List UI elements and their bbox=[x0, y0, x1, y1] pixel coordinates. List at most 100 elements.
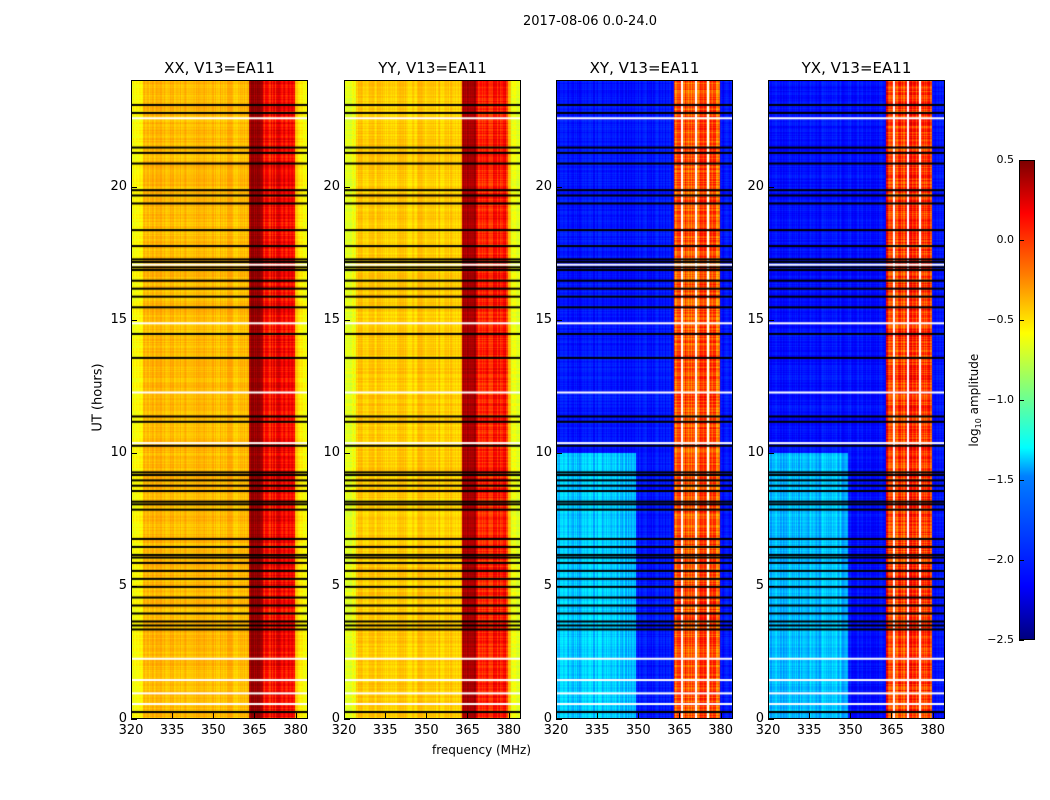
y-tick-label: 15 bbox=[110, 311, 127, 327]
x-tick-mark bbox=[131, 713, 132, 719]
y-tick-mark bbox=[556, 585, 562, 587]
colorbar-tick-label: 0.5 bbox=[996, 153, 1015, 166]
figure-title: 2017-08-06 0.0-24.0 bbox=[523, 14, 657, 29]
y-tick-label: 15 bbox=[535, 311, 552, 327]
x-tick-label: 350 bbox=[200, 723, 226, 738]
y-tick-mark bbox=[768, 452, 774, 454]
x-tick-mark bbox=[213, 713, 215, 719]
x-tick-label: 320 bbox=[118, 723, 144, 738]
y-tick-mark bbox=[131, 719, 137, 720]
y-tick-mark bbox=[768, 186, 774, 188]
x-tick-label: 320 bbox=[755, 723, 781, 738]
y-tick-label: 5 bbox=[755, 577, 764, 593]
colorbar-tick-label: 0.0 bbox=[996, 233, 1015, 246]
y-tick-mark bbox=[344, 585, 350, 587]
heatmap-panel bbox=[556, 80, 733, 719]
colorbar-tick-label: −2.0 bbox=[987, 553, 1014, 566]
colorbar-tick-mark bbox=[1019, 560, 1024, 561]
y-tick-mark bbox=[344, 319, 350, 321]
y-tick-label: 20 bbox=[747, 178, 764, 194]
x-tick-mark bbox=[768, 713, 769, 719]
heatmap-panel bbox=[131, 80, 308, 719]
panel-title: XY, V13=EA11 bbox=[589, 59, 700, 77]
heatmap-panel bbox=[344, 80, 521, 719]
x-tick-label: 350 bbox=[625, 723, 651, 738]
x-tick-mark bbox=[679, 713, 681, 719]
colorbar-tick-mark bbox=[1019, 320, 1024, 321]
x-tick-mark bbox=[385, 713, 387, 719]
x-tick-mark bbox=[809, 713, 811, 719]
x-tick-label: 320 bbox=[543, 723, 569, 738]
y-axis-label: UT (hours) bbox=[90, 363, 106, 432]
x-tick-mark bbox=[850, 713, 852, 719]
x-tick-label: 335 bbox=[372, 723, 398, 738]
y-tick-label: 15 bbox=[323, 311, 340, 327]
x-tick-label: 365 bbox=[455, 723, 480, 738]
x-tick-mark bbox=[508, 713, 510, 719]
y-tick-label: 20 bbox=[323, 178, 340, 194]
x-tick-mark bbox=[556, 713, 557, 719]
x-tick-label: 380 bbox=[283, 723, 309, 738]
x-tick-mark bbox=[172, 713, 174, 719]
y-tick-label: 0 bbox=[118, 711, 127, 726]
heatmap-panel bbox=[768, 80, 945, 719]
y-tick-mark bbox=[344, 719, 350, 720]
y-tick-label: 10 bbox=[323, 444, 340, 460]
y-tick-mark bbox=[768, 719, 774, 720]
x-tick-label: 365 bbox=[242, 723, 267, 738]
y-tick-label: 5 bbox=[118, 577, 127, 593]
x-tick-label: 335 bbox=[159, 723, 185, 738]
x-tick-mark bbox=[467, 713, 469, 719]
x-tick-label: 350 bbox=[413, 723, 439, 738]
colorbar-tick-label: −0.5 bbox=[987, 313, 1014, 326]
x-tick-label: 335 bbox=[796, 723, 822, 738]
colorbar-tick-mark bbox=[1019, 640, 1024, 641]
x-tick-label: 380 bbox=[496, 723, 522, 738]
y-tick-mark bbox=[556, 319, 562, 321]
y-tick-mark bbox=[344, 452, 350, 454]
y-tick-mark bbox=[131, 585, 137, 587]
colorbar-tick-mark bbox=[1019, 480, 1024, 481]
y-tick-label: 15 bbox=[747, 311, 764, 327]
y-tick-mark bbox=[131, 452, 137, 454]
y-tick-label: 5 bbox=[331, 577, 340, 593]
y-tick-label: 0 bbox=[543, 711, 552, 726]
x-tick-label: 380 bbox=[708, 723, 734, 738]
colorbar-tick-label: −1.0 bbox=[987, 393, 1014, 406]
x-tick-mark bbox=[254, 713, 256, 719]
y-tick-mark bbox=[556, 186, 562, 188]
colorbar-tick-label: −1.5 bbox=[987, 473, 1014, 486]
x-tick-mark bbox=[344, 713, 345, 719]
y-tick-label: 20 bbox=[110, 178, 127, 194]
panel-title: YY, V13=EA11 bbox=[378, 59, 487, 77]
x-tick-label: 365 bbox=[667, 723, 692, 738]
y-tick-mark bbox=[344, 186, 350, 188]
x-tick-label: 350 bbox=[837, 723, 863, 738]
colorbar-tick-mark bbox=[1019, 160, 1024, 161]
x-tick-label: 335 bbox=[584, 723, 610, 738]
colorbar-tick-mark bbox=[1019, 240, 1024, 241]
x-tick-mark bbox=[638, 713, 640, 719]
x-tick-label: 380 bbox=[920, 723, 946, 738]
heatmap-cells bbox=[557, 81, 732, 718]
heatmap-cells bbox=[345, 81, 520, 718]
y-tick-label: 20 bbox=[535, 178, 552, 194]
y-tick-mark bbox=[556, 452, 562, 454]
y-tick-mark bbox=[768, 585, 774, 587]
panel-title: XX, V13=EA11 bbox=[164, 59, 275, 77]
x-tick-mark bbox=[932, 713, 934, 719]
panel-title: YX, V13=EA11 bbox=[801, 59, 912, 77]
colorbar-label: log10 amplitude bbox=[966, 353, 984, 447]
x-tick-mark bbox=[295, 713, 297, 719]
x-tick-label: 320 bbox=[331, 723, 357, 738]
heatmap-cells bbox=[132, 81, 307, 718]
y-tick-label: 10 bbox=[747, 444, 764, 460]
y-tick-mark bbox=[131, 319, 137, 321]
y-tick-label: 0 bbox=[755, 711, 764, 726]
y-tick-mark bbox=[768, 319, 774, 321]
x-tick-mark bbox=[426, 713, 428, 719]
colorbar-tick-label: −2.5 bbox=[987, 633, 1014, 646]
x-tick-label: 365 bbox=[879, 723, 904, 738]
x-tick-mark bbox=[720, 713, 722, 719]
